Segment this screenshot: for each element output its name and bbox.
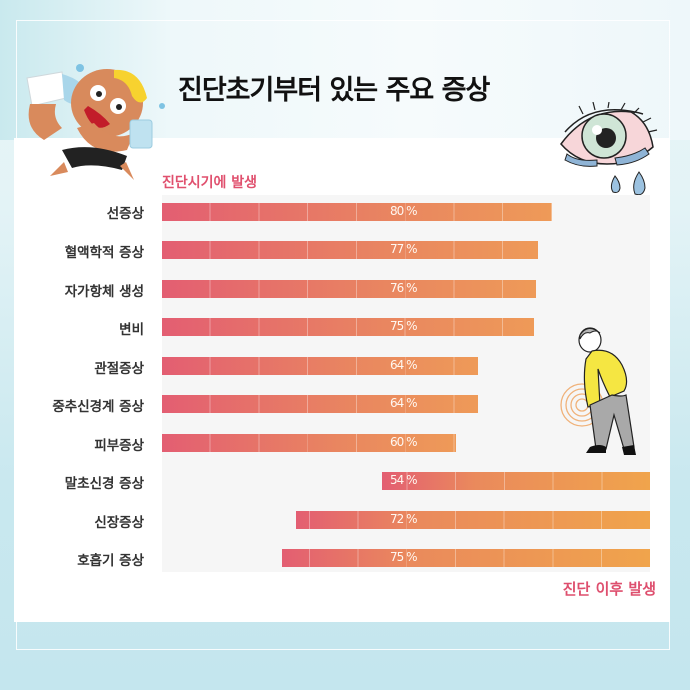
person-drinking-water-icon (26, 64, 165, 180)
bar: 80 % (162, 203, 552, 221)
page-title: 진단초기부터 있는 주요 증상 (178, 75, 490, 106)
row-label: 중추신경계 증상 (52, 399, 144, 415)
legend-after-diagnosis: 진단 이후 발생 (562, 580, 656, 598)
bar: 76 % (162, 280, 536, 298)
row-label: 선증상 (106, 206, 144, 222)
bar: 75 % (162, 318, 534, 336)
bar-value: 64 % (390, 358, 417, 372)
bar: 77 % (162, 241, 538, 259)
bar-value: 80 % (390, 204, 417, 218)
bar: 60 % (162, 434, 456, 452)
row-label: 말초신경 증상 (64, 476, 144, 492)
bar: 64 % (162, 357, 478, 375)
row-label: 관절증상 (94, 361, 144, 377)
elderly-man-knee-pain-icon (560, 327, 636, 455)
bar: 64 % (162, 395, 478, 413)
bar-value: 64 % (390, 396, 417, 410)
bar: 72 % (296, 511, 650, 529)
bar-value: 60 % (390, 435, 417, 449)
bar-value: 75 % (390, 319, 417, 333)
row-label: 혈액학적 증상 (64, 245, 144, 261)
row-label: 피부증상 (94, 438, 144, 454)
legend-at-diagnosis: 진단시기에 발생 (162, 175, 258, 191)
row-label: 변비 (119, 322, 144, 338)
bar-value: 77 % (390, 242, 417, 256)
bar: 54 % (382, 472, 650, 490)
row-label: 신장증상 (94, 515, 144, 531)
bar-value: 72 % (390, 512, 417, 526)
row-label: 자가항체 생성 (64, 284, 144, 300)
bar: 75 % (282, 549, 650, 567)
row-label: 호흡기 증상 (77, 553, 144, 569)
bar-value: 54 % (390, 473, 417, 487)
teary-red-eye-icon (560, 102, 658, 196)
bar-value: 75 % (390, 550, 417, 564)
bar-value: 76 % (390, 281, 417, 295)
